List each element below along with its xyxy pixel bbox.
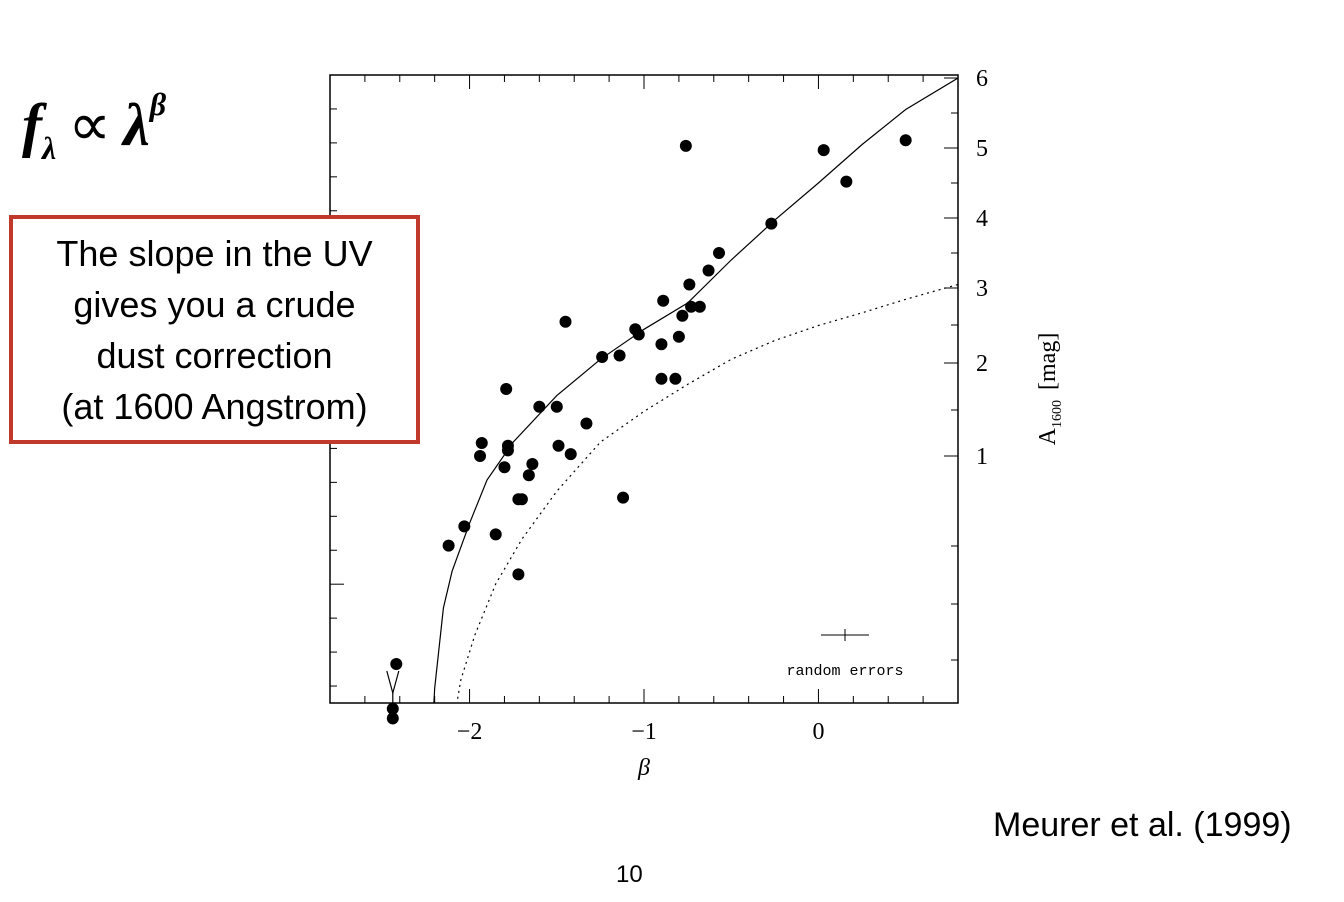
data-point: [515, 493, 528, 506]
y-tick-label: 2: [976, 351, 988, 377]
upper-limit-arrow: [386, 670, 400, 725]
model-curves: [433, 77, 958, 703]
data-point: [693, 300, 706, 313]
data-points: [386, 134, 912, 725]
data-point: [676, 309, 689, 322]
data-point: [632, 328, 645, 341]
data-point: [672, 330, 685, 343]
data-point: [617, 491, 630, 504]
callout-line-2: gives you a crude: [73, 283, 356, 325]
data-point: [550, 400, 563, 413]
y-tick-label: 4: [976, 206, 988, 232]
page-number: 10: [616, 861, 643, 888]
citation: Meurer et al. (1999): [993, 806, 1292, 844]
data-point: [580, 417, 593, 430]
data-point: [475, 436, 488, 449]
data-point: [657, 294, 670, 307]
x-tick-labels: −2 −1 0: [457, 719, 825, 745]
data-point: [655, 338, 668, 351]
data-point: [702, 264, 715, 277]
x-tick-label: 0: [812, 719, 824, 745]
y-axis-label: A1600[mag]: [1035, 333, 1065, 446]
data-point: [899, 134, 912, 147]
data-point: [498, 461, 511, 474]
error-bar-legend: random errors: [786, 629, 904, 680]
data-point: [713, 247, 726, 259]
data-point: [474, 450, 487, 462]
data-point: [458, 520, 471, 533]
data-point: [655, 372, 668, 385]
y-tick-label: 5: [976, 136, 988, 162]
data-point: [679, 139, 692, 152]
data-point: [533, 400, 546, 413]
data-point: [765, 217, 778, 230]
y-tick-label: 1: [976, 444, 988, 470]
random-errors-label: random errors: [786, 663, 903, 680]
data-point: [564, 448, 577, 461]
power-law-formula: fλ ∝ λβ: [22, 86, 167, 166]
data-point: [522, 469, 535, 482]
callout-line-3: dust correction: [96, 334, 333, 376]
y-tick-label: 3: [976, 276, 988, 302]
data-point: [840, 175, 853, 188]
x-axis-label: β: [637, 755, 650, 781]
callout-line-1: The slope in the UV: [56, 232, 373, 274]
data-point: [500, 383, 513, 396]
axis-ticks: [329, 75, 959, 703]
data-point: [501, 444, 514, 457]
plot-frame: [329, 74, 959, 704]
y-tick-label: 6: [976, 66, 988, 92]
data-point: [526, 458, 539, 470]
dotted-curve: [456, 283, 958, 703]
data-point: [559, 315, 572, 328]
data-point: [683, 278, 696, 291]
data-point: [512, 568, 525, 581]
solid-curve: [433, 77, 958, 703]
data-point: [390, 658, 403, 670]
y-tick-labels: 1 2 3 4 5 6: [976, 66, 988, 470]
data-point: [613, 349, 626, 362]
callout-box: The slope in the UV gives you a crude du…: [9, 215, 420, 444]
data-point: [669, 372, 682, 385]
x-tick-label: −2: [457, 719, 483, 745]
data-point: [596, 351, 609, 363]
data-point: [685, 300, 698, 313]
data-point: [552, 439, 565, 452]
data-point: [442, 539, 455, 552]
x-tick-label: −1: [631, 719, 657, 745]
data-point: [817, 144, 830, 157]
callout-line-4: (at 1600 Angstrom): [61, 385, 368, 427]
data-point: [489, 528, 502, 541]
